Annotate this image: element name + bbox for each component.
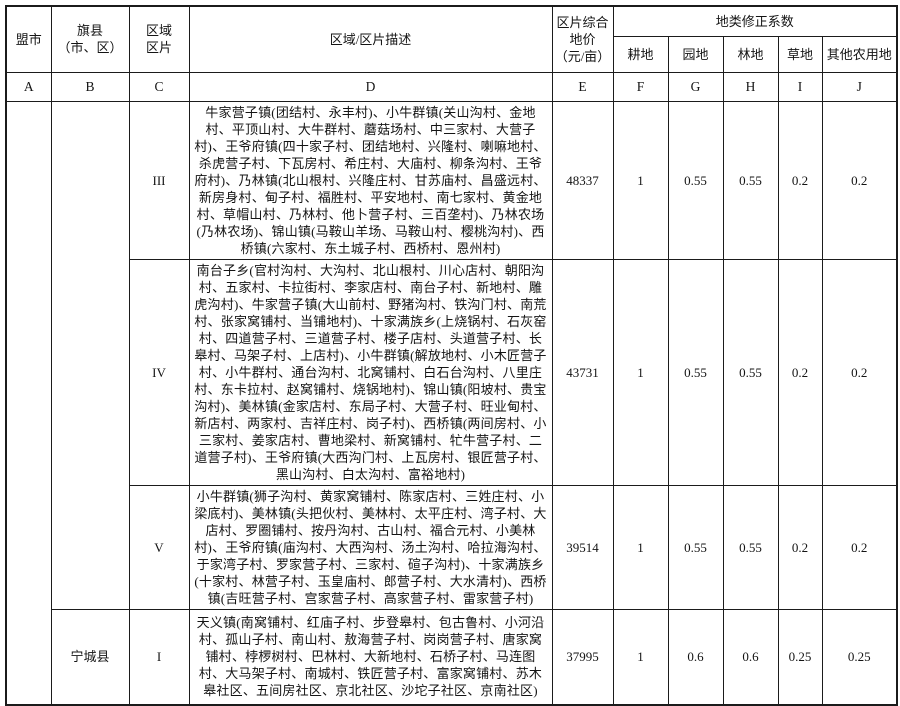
header-description: 区域/区片描述 <box>188 5 553 73</box>
cell-factor-garden: 0.55 <box>667 100 724 260</box>
letter-cell-b: B <box>50 71 130 102</box>
cell-factor-grassland: 0.2 <box>777 258 823 486</box>
letter-cell-a: A <box>5 71 52 102</box>
letter-cell-f: F <box>612 71 669 102</box>
cell-factor-cropland: 1 <box>612 608 669 706</box>
cell-factor-forest: 0.55 <box>722 100 779 260</box>
cell-factor-other: 0.2 <box>821 484 898 610</box>
header-price: 区片综合 地价 （元/亩） <box>551 5 614 73</box>
cell-factor-forest: 0.55 <box>722 258 779 486</box>
cell-factor-forest: 0.55 <box>722 484 779 610</box>
cell-zone: V <box>128 484 190 610</box>
table-row: 宁城县 I 天义镇(南窝铺村、红庙子村、步登皋村、包古鲁村、小河沿村、孤山子村、… <box>6 608 898 706</box>
letter-cell-g: G <box>667 71 724 102</box>
cell-factor-grassland: 0.25 <box>777 608 823 706</box>
header-factor-grassland: 草地 <box>777 35 823 73</box>
cell-factor-grassland: 0.2 <box>777 100 823 260</box>
cell-factor-other: 0.25 <box>821 608 898 706</box>
header-factor-forest: 林地 <box>722 35 779 73</box>
table-row: IV 南台子乡(官村沟村、大沟村、北山根村、川心店村、朝阳沟村、五家村、卡拉街村… <box>6 258 898 486</box>
table-row: V 小牛群镇(狮子沟村、黄家窝铺村、陈家店村、三姓庄村、小梁底村)、美林镇(头把… <box>6 484 898 610</box>
header-zone: 区域 区片 <box>128 5 190 73</box>
letter-row: A B C D E F G H I J <box>5 71 898 102</box>
cell-factor-grassland: 0.2 <box>777 484 823 610</box>
cell-factor-garden: 0.55 <box>667 484 724 610</box>
header-factor-other: 其他农用地 <box>821 35 898 73</box>
letter-cell-h: H <box>722 71 779 102</box>
header-factor-group: 地类修正系数 <box>612 5 898 37</box>
cell-description: 牛家营子镇(团结村、永丰村)、小牛群镇(关山沟村、金地村、平顶山村、大牛群村、蘑… <box>188 100 553 260</box>
header-county: 旗县 （市、区） <box>50 5 130 73</box>
cell-county-merged <box>50 100 130 610</box>
letter-cell-i: I <box>777 71 823 102</box>
cell-zone: I <box>128 608 190 706</box>
cell-zone: IV <box>128 258 190 486</box>
cell-factor-forest: 0.6 <box>722 608 779 706</box>
cell-price: 48337 <box>551 100 614 260</box>
cell-price: 37995 <box>551 608 614 706</box>
header-league: 盟市 <box>5 5 52 73</box>
land-price-table: 盟市 旗县 （市、区） 区域 区片 区域/区片描述 区片综合 地价 （元/亩） … <box>5 5 899 706</box>
letter-cell-e: E <box>551 71 614 102</box>
cell-price: 39514 <box>551 484 614 610</box>
cell-factor-cropland: 1 <box>612 484 669 610</box>
header-factor-garden: 园地 <box>667 35 724 73</box>
cell-description: 天义镇(南窝铺村、红庙子村、步登皋村、包古鲁村、小河沿村、孤山子村、南山村、敖海… <box>188 608 553 706</box>
cell-county: 宁城县 <box>50 608 130 706</box>
document-page: 盟市 旗县 （市、区） 区域 区片 区域/区片描述 区片综合 地价 （元/亩） … <box>5 5 899 706</box>
cell-factor-cropland: 1 <box>612 100 669 260</box>
cell-factor-garden: 0.55 <box>667 258 724 486</box>
cell-description: 南台子乡(官村沟村、大沟村、北山根村、川心店村、朝阳沟村、五家村、卡拉街村、李家… <box>188 258 553 486</box>
letter-cell-j: J <box>821 71 898 102</box>
cell-league <box>5 100 52 706</box>
header-factor-cropland: 耕地 <box>612 35 669 73</box>
table-row: III 牛家营子镇(团结村、永丰村)、小牛群镇(关山沟村、金地村、平顶山村、大牛… <box>5 100 898 706</box>
cell-factor-cropland: 1 <box>612 258 669 486</box>
letter-cell-c: C <box>128 71 190 102</box>
cell-factor-other: 0.2 <box>821 100 898 260</box>
cell-zone: III <box>128 100 190 260</box>
cell-factor-garden: 0.6 <box>667 608 724 706</box>
cell-price: 43731 <box>551 258 614 486</box>
cell-factor-other: 0.2 <box>821 258 898 486</box>
letter-cell-d: D <box>188 71 553 102</box>
cell-description: 小牛群镇(狮子沟村、黄家窝铺村、陈家店村、三姓庄村、小梁底村)、美林镇(头把伙村… <box>188 484 553 610</box>
